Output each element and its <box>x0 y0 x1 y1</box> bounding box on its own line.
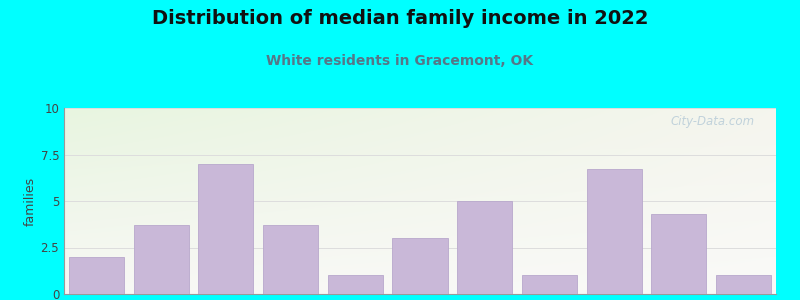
Bar <box>393 238 447 294</box>
Bar <box>198 164 254 294</box>
Y-axis label: families: families <box>23 176 36 226</box>
Text: Distribution of median family income in 2022: Distribution of median family income in … <box>152 9 648 28</box>
Bar <box>458 201 512 294</box>
Bar <box>69 257 124 294</box>
Bar <box>651 214 706 294</box>
Text: City-Data.com: City-Data.com <box>670 116 754 128</box>
Bar <box>263 225 318 294</box>
Text: White residents in Gracemont, OK: White residents in Gracemont, OK <box>266 54 534 68</box>
Bar <box>522 275 577 294</box>
Bar <box>134 225 189 294</box>
Bar <box>586 169 642 294</box>
Bar <box>328 275 382 294</box>
Bar <box>716 275 771 294</box>
